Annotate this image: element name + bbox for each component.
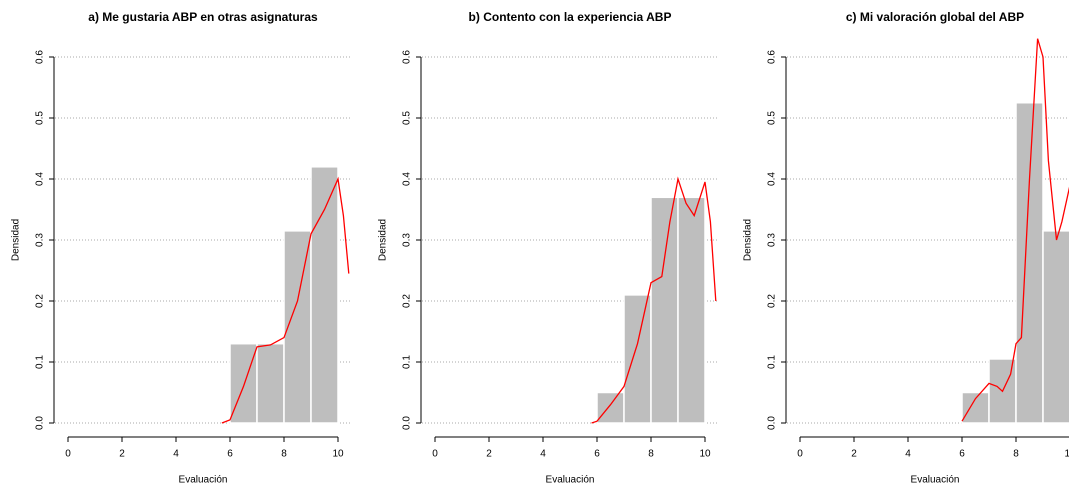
y-tick-label: 0.2: [767, 294, 778, 308]
bar: [596, 391, 625, 424]
density-line: [591, 176, 717, 424]
y-tick-label: 0.5: [402, 111, 413, 125]
bar: [650, 196, 679, 424]
density-line: [961, 38, 1069, 422]
plot-area: [961, 38, 1069, 424]
x-tick-label: 2: [851, 449, 857, 460]
x-tick-label: 2: [486, 449, 492, 460]
chart-title: a) Me gustaria ABP en otras asignaturas: [88, 10, 318, 24]
panel: c) Mi valoración global del ABP 0.0 0.1 0.2…: [743, 10, 1069, 486]
x-tick-label: 10: [699, 449, 711, 460]
bar: [1042, 230, 1069, 424]
bar: [310, 166, 339, 424]
y-tick-label: 0.6: [767, 50, 778, 64]
y-axis-label: Densidad: [378, 219, 389, 261]
x-tick-label: 6: [594, 449, 600, 460]
y-tick-label: 0.3: [402, 233, 413, 247]
x-tick-label: 8: [648, 449, 654, 460]
x-tick-label: 0: [797, 449, 803, 460]
x-tick-label: 6: [227, 449, 233, 460]
x-tick-label: 6: [959, 449, 965, 460]
x-tick-label: 4: [905, 449, 911, 460]
x-axis-label: Evaluación: [546, 475, 595, 486]
y-tick-label: 0.0: [35, 416, 46, 430]
bar: [283, 230, 312, 424]
y-tick-label: 0.0: [402, 416, 413, 430]
y-tick-label: 0.0: [767, 416, 778, 430]
bar: [1015, 102, 1044, 424]
y-tick-label: 0.5: [35, 111, 46, 125]
x-axis-label: Evaluación: [911, 475, 960, 486]
x-tick-label: 4: [173, 449, 179, 460]
chart-title: c) Mi valoración global del ABP: [846, 10, 1024, 24]
y-axis-label: Densidad: [11, 219, 22, 261]
panel: b) Contento con la experiencia ABP 0.0 0.1…: [378, 10, 717, 486]
plot-area: [221, 166, 350, 424]
x-tick-label: 8: [1013, 449, 1019, 460]
bar: [961, 391, 990, 424]
x-tick-label: 10: [1064, 449, 1069, 460]
x-tick-label: 0: [432, 449, 438, 460]
y-tick-label: 0.1: [402, 355, 413, 369]
y-tick-label: 0.3: [767, 233, 778, 247]
y-tick-label: 0.2: [35, 294, 46, 308]
x-tick-label: 10: [332, 449, 344, 460]
y-tick-label: 0.6: [402, 50, 413, 64]
y-axis-label: Densidad: [743, 219, 754, 261]
bar: [623, 294, 652, 424]
x-axis-label: Evaluación: [179, 475, 228, 486]
x-tick-label: 2: [119, 449, 125, 460]
y-tick-label: 0.4: [402, 172, 413, 186]
y-tick-label: 0.1: [767, 355, 778, 369]
x-tick-label: 8: [281, 449, 287, 460]
y-tick-label: 0.5: [767, 111, 778, 125]
y-tick-label: 0.1: [35, 355, 46, 369]
panel: a) Me gustaria ABP en otras asignaturas 0…: [11, 10, 350, 486]
density-line: [221, 176, 350, 424]
y-tick-label: 0.4: [767, 172, 778, 186]
chart-title: b) Contento con la experiencia ABP: [469, 10, 672, 24]
y-tick-label: 0.3: [35, 233, 46, 247]
y-tick-label: 0.6: [35, 50, 46, 64]
plot-area: [591, 176, 717, 424]
x-tick-label: 0: [65, 449, 71, 460]
bar: [256, 342, 285, 424]
x-tick-label: 4: [540, 449, 546, 460]
y-tick-label: 0.2: [402, 294, 413, 308]
y-tick-label: 0.4: [35, 172, 46, 186]
bar: [677, 196, 706, 424]
